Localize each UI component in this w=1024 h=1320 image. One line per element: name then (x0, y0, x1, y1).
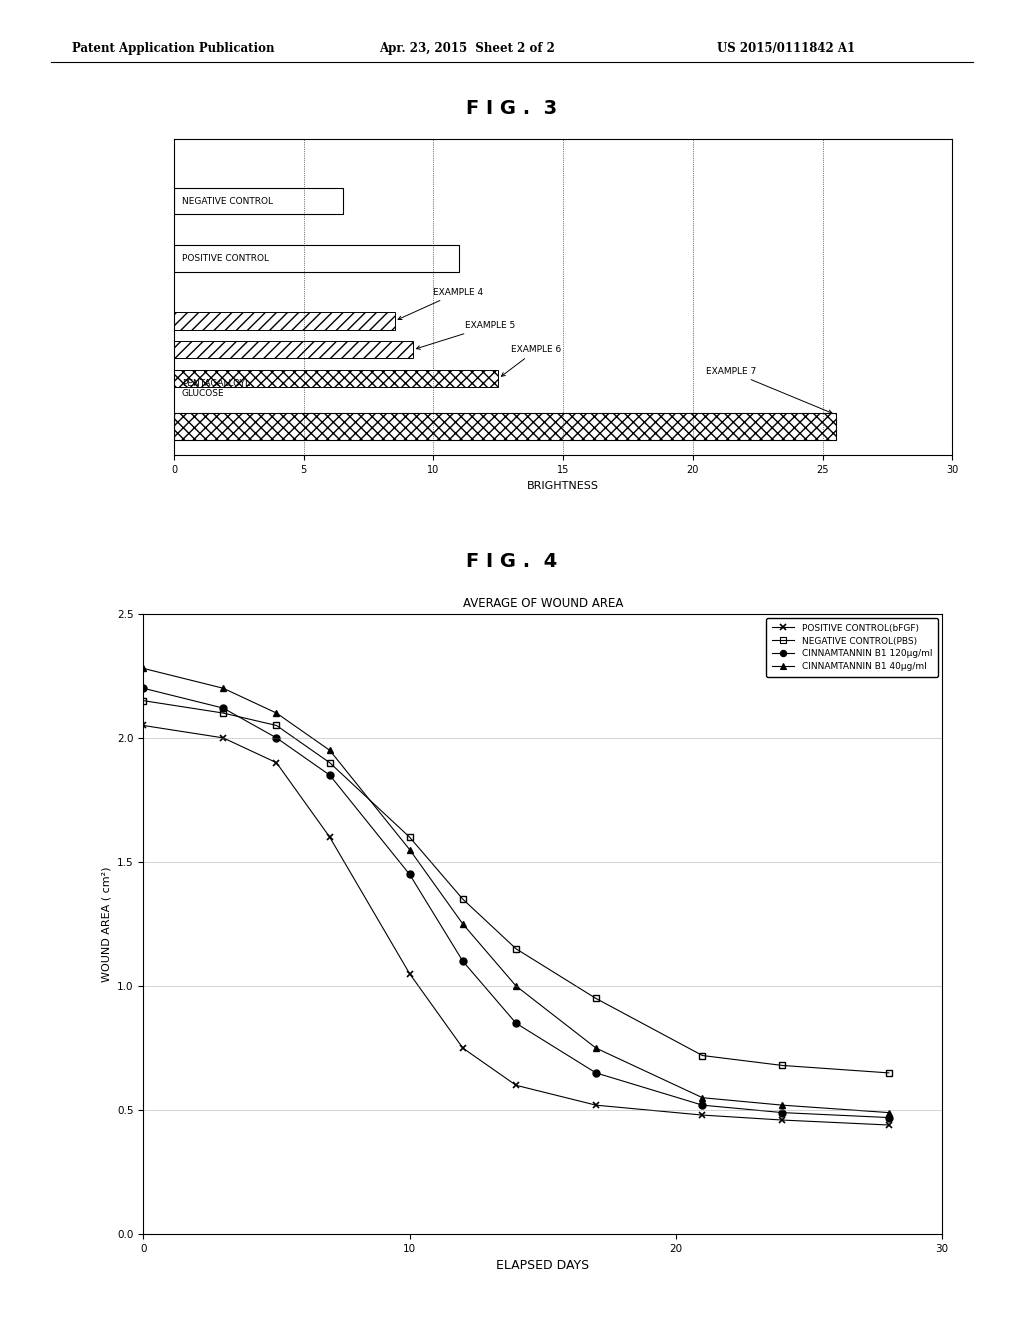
Text: Patent Application Publication: Patent Application Publication (72, 42, 274, 55)
Bar (174, 413, 836, 440)
Text: NEGATIVE CONTROL: NEGATIVE CONTROL (182, 197, 272, 206)
Text: F I G .  3: F I G . 3 (467, 99, 557, 117)
Text: EXAMPLE 4: EXAMPLE 4 (398, 288, 483, 319)
Y-axis label: WOUND AREA ( cm²): WOUND AREA ( cm²) (101, 866, 112, 982)
Text: POSITIVE CONTROL: POSITIVE CONTROL (182, 253, 269, 263)
Bar (174, 246, 460, 272)
Text: Apr. 23, 2015  Sheet 2 of 2: Apr. 23, 2015 Sheet 2 of 2 (379, 42, 555, 55)
Text: PENTAGALLOYL
GLUCOSE: PENTAGALLOYL GLUCOSE (182, 379, 250, 397)
Title: AVERAGE OF WOUND AREA: AVERAGE OF WOUND AREA (463, 597, 623, 610)
Legend: POSITIVE CONTROL(bFGF), NEGATIVE CONTROL(PBS), CINNAMTANNIN B1 120μg/ml, CINNAMT: POSITIVE CONTROL(bFGF), NEGATIVE CONTROL… (766, 618, 938, 677)
Text: EXAMPLE 5: EXAMPLE 5 (417, 321, 515, 350)
Text: EXAMPLE 7: EXAMPLE 7 (706, 367, 833, 413)
Bar (174, 370, 499, 387)
Text: F I G .  4: F I G . 4 (466, 552, 558, 570)
Bar (174, 313, 394, 330)
X-axis label: BRIGHTNESS: BRIGHTNESS (527, 480, 599, 491)
Text: EXAMPLE 6: EXAMPLE 6 (502, 346, 561, 376)
Text: US 2015/0111842 A1: US 2015/0111842 A1 (717, 42, 855, 55)
X-axis label: ELAPSED DAYS: ELAPSED DAYS (497, 1259, 589, 1272)
Bar (174, 342, 413, 358)
Bar (174, 187, 343, 214)
